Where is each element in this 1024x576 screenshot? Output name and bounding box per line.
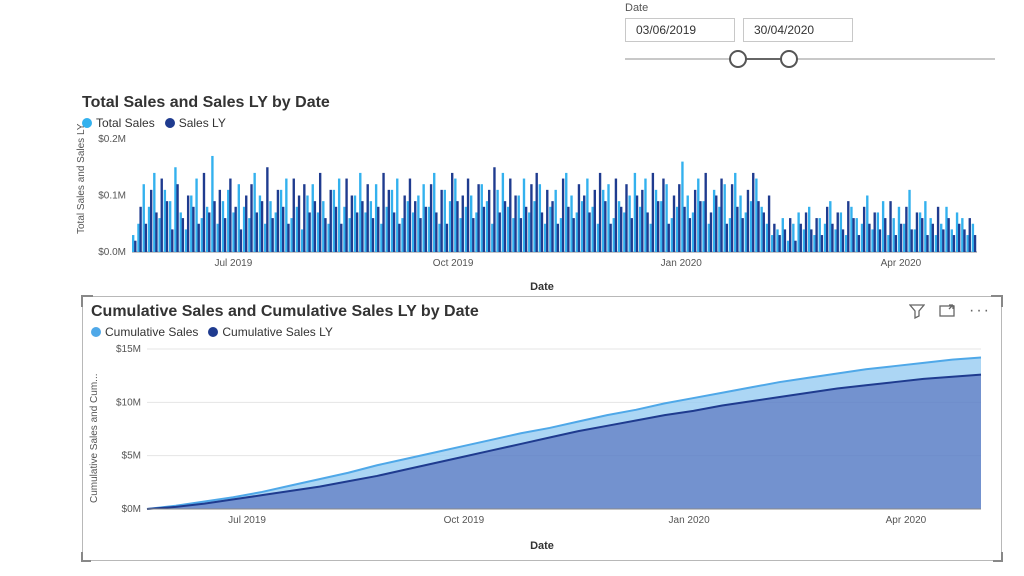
slicer-label: Date [625, 2, 995, 14]
svg-text:$0.1M: $0.1M [98, 191, 126, 202]
date-slicer[interactable]: Date [625, 2, 995, 72]
svg-text:Apr 2020: Apr 2020 [886, 515, 927, 526]
chart2-plot: $0M $5M $10M $15M Jul 2019 Oct 2019 Jan 2020 Ap… [91, 343, 989, 533]
slicer-slider[interactable] [625, 48, 995, 72]
panel-toolbar: ··· [909, 303, 991, 319]
chart2-x-label: Date [91, 540, 993, 552]
slider-handle-end[interactable] [780, 50, 798, 68]
svg-text:Jul 2019: Jul 2019 [214, 258, 252, 269]
svg-text:$0M: $0M [122, 504, 141, 515]
svg-text:Apr 2020: Apr 2020 [881, 258, 922, 269]
focus-mode-icon[interactable] [939, 303, 955, 319]
legend-item: Sales LY [165, 116, 226, 130]
area-chart-panel[interactable]: ··· Cumulative Sales and Cumulative Sale… [82, 296, 1002, 561]
svg-text:Jul 2019: Jul 2019 [228, 515, 266, 526]
legend-item: Total Sales [82, 116, 155, 130]
svg-text:$15M: $15M [116, 344, 141, 355]
svg-text:Oct 2019: Oct 2019 [444, 515, 485, 526]
svg-text:$0.2M: $0.2M [98, 134, 126, 145]
svg-text:$0.0M: $0.0M [98, 247, 126, 258]
svg-text:$5M: $5M [122, 451, 141, 462]
filter-icon[interactable] [909, 303, 925, 319]
chart1-y-label: Total Sales and Sales LY [76, 124, 87, 234]
chart1-plot: $0.0M $0.1M $0.2M Jul 2019 Oct 2019 Jan 2020 A… [82, 134, 982, 274]
legend-item: Cumulative Sales [91, 325, 198, 339]
svg-text:Oct 2019: Oct 2019 [433, 258, 474, 269]
bar-chart-panel: Total Sales and Sales LY by Date Total S… [82, 94, 1002, 293]
chart1-x-label: Date [82, 281, 1002, 293]
slider-handle-start[interactable] [729, 50, 747, 68]
svg-text:$10M: $10M [116, 397, 141, 408]
chart1-title: Total Sales and Sales LY by Date [82, 94, 1002, 112]
slicer-start-input[interactable] [625, 18, 735, 42]
chart1-legend: Total Sales Sales LY [82, 116, 1002, 130]
chart2-title: Cumulative Sales and Cumulative Sales LY… [91, 303, 993, 321]
legend-item: Cumulative Sales LY [208, 325, 333, 339]
svg-text:Jan 2020: Jan 2020 [661, 258, 703, 269]
svg-text:Jan 2020: Jan 2020 [669, 515, 711, 526]
more-options-icon[interactable]: ··· [969, 306, 991, 316]
slicer-end-input[interactable] [743, 18, 853, 42]
chart2-y-label: Cumulative Sales and Cum... [89, 373, 100, 503]
chart2-legend: Cumulative Sales Cumulative Sales LY [91, 325, 993, 339]
